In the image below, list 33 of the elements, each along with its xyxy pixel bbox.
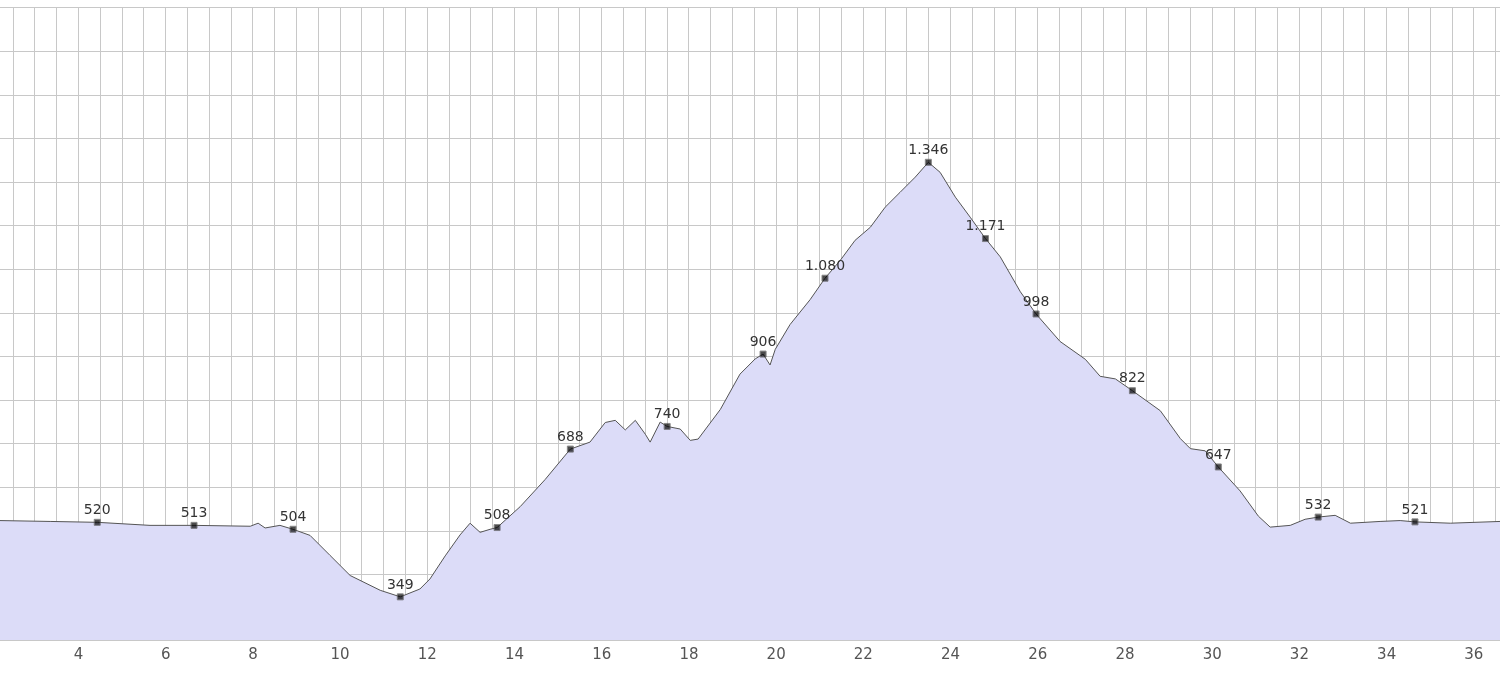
data-label: 740 — [653, 405, 681, 422]
data-label: 504 — [279, 508, 307, 525]
x-tick-label: 30 — [1202, 645, 1222, 663]
x-tick-label: 20 — [766, 645, 786, 663]
x-tick-label: 32 — [1289, 645, 1309, 663]
x-tick-label: 24 — [941, 645, 961, 663]
x-tick-label: 8 — [248, 645, 258, 663]
x-tick-label: 34 — [1377, 645, 1397, 663]
data-label: 532 — [1304, 495, 1332, 512]
data-label: 688 — [556, 427, 584, 444]
x-tick-label: 6 — [160, 645, 171, 663]
x-tick-label: 16 — [592, 645, 612, 663]
data-label: 1.171 — [965, 217, 1006, 234]
data-label: 520 — [83, 501, 111, 518]
data-label: 521 — [1401, 500, 1429, 517]
data-label: 822 — [1119, 369, 1146, 386]
x-tick-label: 14 — [504, 645, 525, 663]
x-tick-label: 36 — [1464, 645, 1484, 663]
x-tick-label: 26 — [1028, 645, 1048, 663]
x-tick-label: 10 — [330, 645, 350, 663]
x-tick-label: 18 — [679, 645, 699, 663]
x-tick-label: 12 — [417, 645, 437, 663]
data-label: 508 — [483, 506, 511, 523]
x-tick-label: 28 — [1115, 645, 1135, 663]
data-label: 998 — [1022, 292, 1050, 309]
x-tick-label: 4 — [73, 645, 84, 663]
data-label: 647 — [1204, 445, 1232, 462]
data-label: 906 — [749, 332, 777, 349]
x-tick-label: 22 — [853, 645, 873, 663]
data-label: 1.080 — [804, 256, 846, 273]
data-label: 1.346 — [908, 141, 949, 158]
data-label: 513 — [180, 504, 208, 521]
data-label: 349 — [386, 575, 414, 592]
